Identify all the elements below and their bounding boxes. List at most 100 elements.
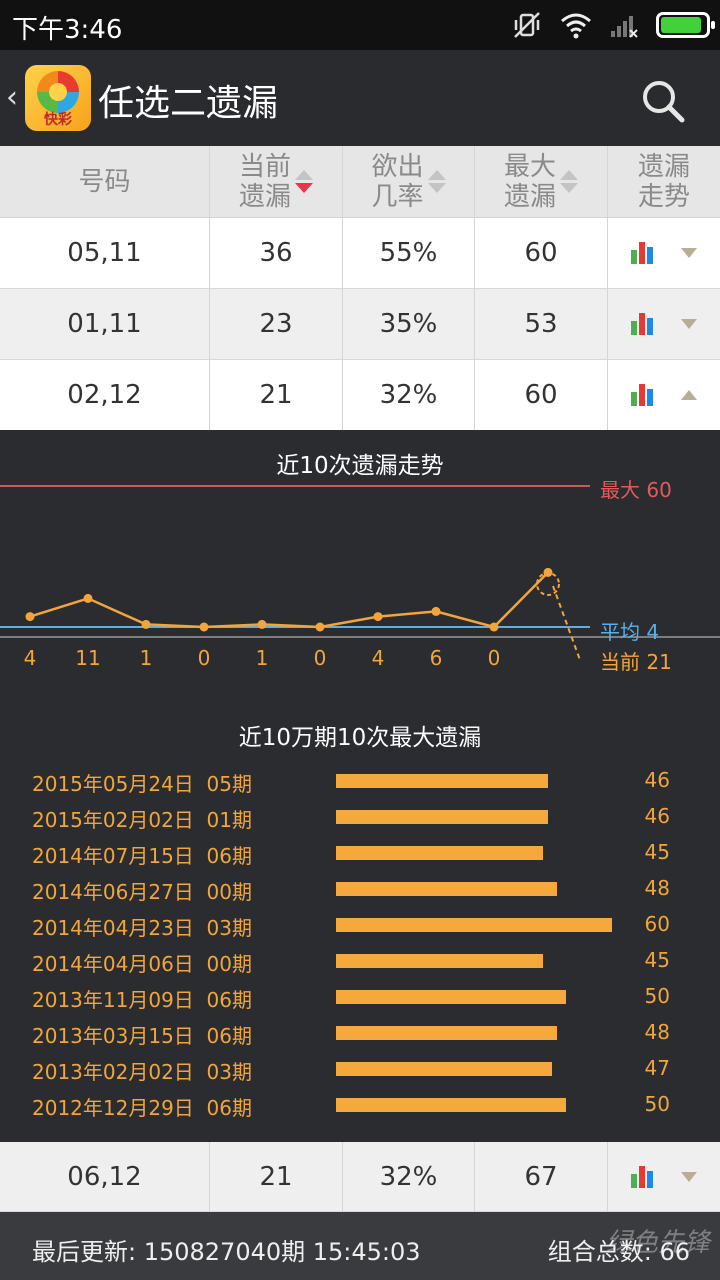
history-bar: [336, 1026, 557, 1040]
history-value: 50: [644, 1092, 670, 1116]
cell-chance: 32%: [343, 1142, 475, 1211]
trend-tick: 0: [487, 646, 501, 670]
trend-point: [543, 567, 553, 577]
history-value: 47: [644, 1056, 670, 1080]
header-number[interactable]: 号码: [0, 146, 210, 217]
table-row[interactable]: 06,12 21 32% 67: [0, 1142, 720, 1212]
history-bar: [336, 882, 557, 896]
history-bar: [336, 1098, 566, 1112]
expand-chevron-icon[interactable]: [681, 319, 697, 329]
trend-tick: 6: [429, 646, 443, 670]
trend-tick: 1: [139, 646, 153, 670]
collapse-chevron-icon[interactable]: [681, 390, 697, 400]
trend-point: [257, 619, 267, 629]
expand-chevron-icon[interactable]: [681, 1171, 697, 1182]
app-logo[interactable]: 快彩: [25, 65, 91, 131]
history-value: 45: [644, 840, 670, 864]
history-bar-row: 2013年03月15日 06期 48: [0, 1016, 720, 1052]
table-row[interactable]: 02,12 21 32% 60: [0, 360, 720, 431]
header-number-label: 号码: [78, 166, 131, 197]
history-value: 50: [644, 984, 670, 1008]
header-max-miss[interactable]: 最大 遗漏: [475, 146, 608, 217]
history-value: 46: [644, 804, 670, 828]
header-current-line1: 当前: [238, 151, 291, 182]
current-connector: [552, 585, 581, 661]
cell-trend[interactable]: [608, 1142, 720, 1211]
back-icon[interactable]: ‹: [6, 80, 18, 115]
header-max-line1: 最大: [503, 151, 556, 182]
trend-point: [489, 622, 499, 632]
trend-tick: 4: [23, 646, 37, 670]
header-current-miss[interactable]: 当前 遗漏: [210, 146, 343, 217]
history-bar-row: 2013年02月02日 03期 47: [0, 1052, 720, 1088]
logo-swirl-icon: [37, 71, 79, 113]
history-value: 60: [644, 912, 670, 936]
history-date: 2015年05月24日 05期: [32, 772, 252, 796]
wifi-icon: [561, 13, 591, 39]
cell-number: 06,12: [0, 1142, 210, 1211]
status-bar: 下午3:46: [0, 0, 720, 50]
trend-tick: 1: [255, 646, 269, 670]
status-icons: [512, 10, 715, 40]
cell-trend[interactable]: [608, 360, 720, 430]
header-current-line2: 遗漏: [238, 181, 291, 212]
bar-chart-icon: [631, 242, 659, 264]
history-bar: [336, 990, 566, 1004]
history-value: 48: [644, 1020, 670, 1044]
cell-trend[interactable]: [608, 289, 720, 359]
history-value: 45: [644, 948, 670, 972]
footer-bar: 最后更新: 150827040期 15:45:03 组合总数: 66 绿色先锋: [0, 1212, 720, 1280]
history-date: 2013年02月02日 03期: [32, 1060, 252, 1084]
history-date: 2014年07月15日 06期: [32, 844, 252, 868]
trend-tick: 0: [197, 646, 211, 670]
history-value: 46: [644, 768, 670, 792]
cell-number: 02,12: [0, 360, 210, 430]
trend-point: [431, 606, 441, 616]
history-chart-title: 近10万期10次最大遗漏: [238, 725, 482, 751]
table-row[interactable]: 05,11 36 55% 60: [0, 218, 720, 289]
watermark: 绿色先锋: [605, 1228, 710, 1258]
history-bar-row: 2012年12月29日 06期 50: [0, 1088, 720, 1124]
cell-current: 21: [210, 360, 343, 430]
history-bar-row: 2014年04月06日 00期 45: [0, 944, 720, 980]
history-bar: [336, 918, 612, 932]
trend-point: [141, 619, 151, 629]
header-chance-line1: 欲出: [371, 151, 424, 182]
header-trend-line1: 遗漏: [637, 151, 690, 182]
header-chance[interactable]: 欲出 几率: [343, 146, 475, 217]
header-max-line2: 遗漏: [503, 181, 556, 212]
avg-label: 平均 4: [600, 620, 660, 644]
history-bar: [336, 1062, 552, 1076]
page-title: 任选二遗漏: [98, 83, 279, 124]
cell-trend[interactable]: [608, 218, 720, 288]
cell-max: 67: [475, 1142, 608, 1211]
trend-point: [83, 593, 93, 603]
header-chance-line2: 几率: [371, 181, 424, 212]
expand-chevron-icon[interactable]: [681, 248, 697, 258]
history-bar: [336, 774, 548, 788]
trend-chart: [0, 485, 720, 661]
table-header: 号码 当前 遗漏 欲出 几率: [0, 146, 720, 218]
history-date: 2015年02月02日 01期: [32, 808, 252, 832]
history-bar-row: 2013年11月09日 06期 50: [0, 980, 720, 1016]
max-label: 最大 60: [600, 478, 672, 502]
history-bar-row: 2014年04月23日 03期 60: [0, 908, 720, 944]
table-row[interactable]: 01,11 23 35% 53: [0, 289, 720, 360]
cell-max: 60: [475, 218, 608, 288]
bar-chart-icon: [631, 313, 659, 335]
history-date: 2012年12月29日 06期: [32, 1096, 252, 1120]
trend-tick: 4: [371, 646, 385, 670]
history-bar: [336, 810, 548, 824]
sort-icon-chance: [427, 170, 446, 193]
total-combinations: 组合总数: 66: [547, 1238, 690, 1266]
trend-series-line: [29, 571, 549, 629]
signal-icon: [611, 16, 638, 38]
search-icon[interactable]: [640, 78, 686, 124]
header-trend-line2: 走势: [637, 181, 690, 212]
trend-chart-title: 近10次遗漏走势: [276, 453, 444, 479]
history-bar: [336, 846, 543, 860]
cell-max: 53: [475, 289, 608, 359]
cell-current: 23: [210, 289, 343, 359]
status-time: 下午3:46: [12, 15, 123, 45]
